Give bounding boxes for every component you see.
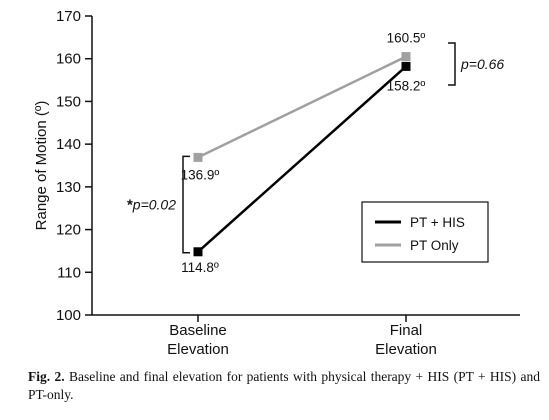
series-line — [197, 65, 407, 253]
significance-bracket — [182, 155, 190, 254]
caption-text: Baseline and final elevation for patient… — [28, 369, 541, 402]
y-tick-label: 170 — [56, 8, 81, 25]
y-tick-label: 120 — [56, 222, 81, 239]
data-point-marker — [401, 61, 411, 71]
caption-label: Fig. 2. — [28, 369, 65, 384]
significance-annotations: *p=0.02 p=0.66 — [127, 42, 504, 254]
data-point-marker — [193, 247, 203, 257]
legend-label: PT + HIS — [410, 215, 465, 230]
series-line — [197, 55, 407, 159]
legend: PT + HIS PT Only — [361, 201, 489, 263]
x-tick-label: Elevation — [167, 341, 229, 358]
legend-box — [361, 201, 489, 263]
y-tick-label: 150 — [56, 93, 81, 110]
y-tick-label: 100 — [56, 307, 81, 324]
series-lines: 114.8º 158.2º 136.9º 160.5º — [181, 31, 426, 275]
p-value-label: *p=0.02 — [127, 197, 176, 214]
y-tick-label: 110 — [57, 264, 81, 281]
data-point-marker — [401, 52, 411, 62]
data-label: 160.5º — [387, 31, 426, 46]
data-label: 136.9º — [181, 167, 220, 182]
x-tick-label: Final — [390, 322, 423, 339]
y-tick-label: 130 — [56, 179, 81, 196]
y-tick-label: 140 — [56, 136, 81, 153]
data-point-marker — [193, 152, 203, 162]
p-value-label: p=0.66 — [460, 56, 504, 72]
x-tick-label: Elevation — [375, 341, 437, 358]
data-label: 158.2º — [387, 78, 426, 93]
significance-bracket — [448, 42, 456, 86]
y-axis-label: Range of Motion (º) — [33, 101, 50, 231]
data-label: 114.8º — [181, 260, 219, 275]
legend-label: PT Only — [410, 238, 459, 253]
figure-caption: Fig. 2. Baseline and final elevation for… — [28, 368, 540, 404]
y-tick-label: 160 — [56, 51, 81, 68]
x-tick-label: Baseline — [169, 322, 227, 339]
axes: 100 110 120 130 140 150 160 170 Baseline Elevatio… — [33, 8, 520, 358]
